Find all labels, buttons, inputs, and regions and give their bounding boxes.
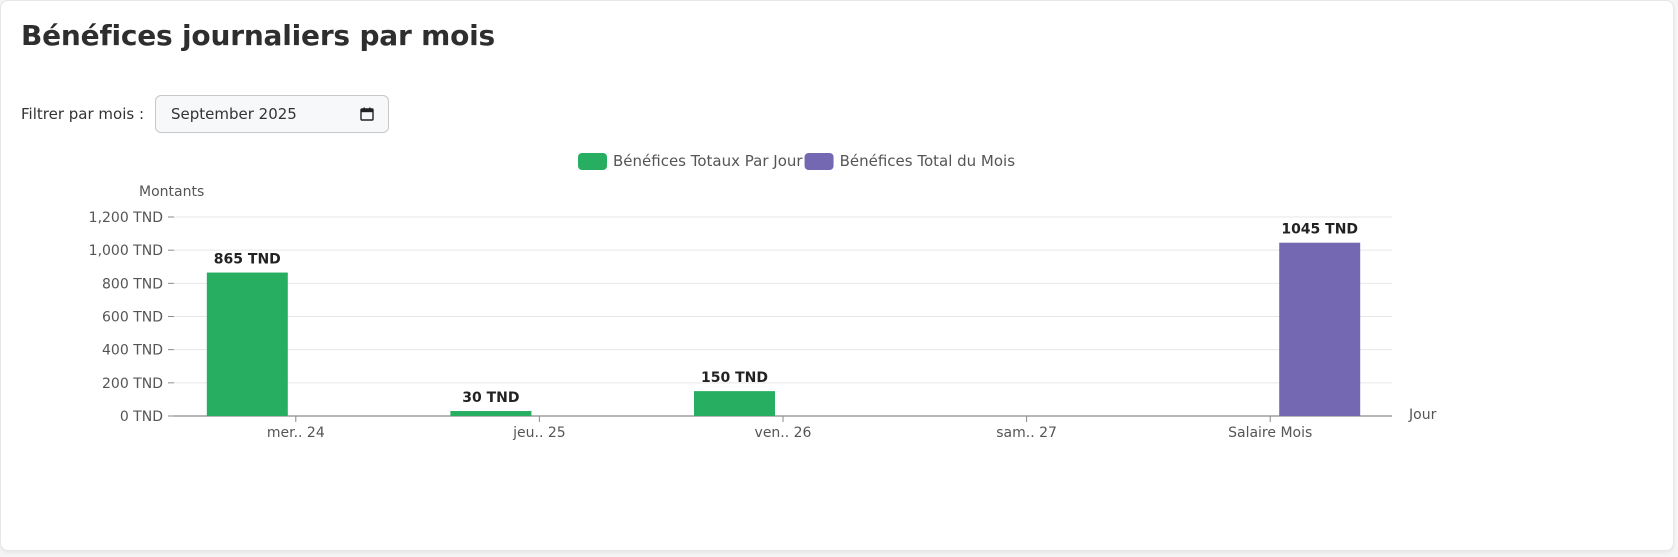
month-input[interactable]: September 2025 (155, 95, 389, 133)
data-label: 1045 TND (1281, 222, 1358, 238)
x-tick-label: Salaire Mois (1228, 425, 1312, 441)
page-title: Bénéfices journaliers par mois (21, 19, 496, 52)
x-tick-label: ven.. 26 (755, 425, 812, 441)
month-input-value: September 2025 (171, 105, 297, 123)
x-tick-label: jeu.. 25 (512, 425, 566, 441)
legend-swatch-1 (578, 153, 607, 170)
x-axis-title: Jour (1408, 407, 1437, 423)
legend-label-1: Bénéfices Totaux Par Jour (613, 152, 803, 170)
bar-daily (450, 411, 532, 416)
bar-daily (694, 391, 775, 416)
y-tick-label: 400 TND (102, 343, 163, 359)
y-tick-label: 800 TND (102, 276, 163, 292)
y-tick-label: 1,000 TND (89, 243, 163, 259)
calendar-icon[interactable] (360, 107, 374, 121)
data-label: 865 TND (214, 252, 281, 268)
month-filter: Filtrer par mois : September 2025 (21, 95, 389, 133)
y-tick-label: 1,200 TND (89, 210, 163, 226)
legend-label-2: Bénéfices Total du Mois (840, 152, 1016, 170)
y-tick-label: 600 TND (102, 310, 163, 326)
bar-chart: Bénéfices Totaux Par Jour Bénéfices Total… (89, 152, 1437, 441)
legend-swatch-2 (804, 153, 834, 170)
x-tick-label: mer.. 24 (267, 425, 325, 441)
data-label: 150 TND (701, 370, 768, 386)
y-axis-title: Montants (139, 184, 204, 200)
bar-monthly (1279, 242, 1361, 416)
bar-daily (206, 272, 288, 416)
data-label: 30 TND (462, 390, 519, 406)
filter-label: Filtrer par mois : (21, 105, 144, 123)
y-tick-label: 200 TND (102, 376, 163, 392)
x-tick-label: sam.. 27 (996, 425, 1057, 441)
y-tick-label: 0 TND (120, 409, 163, 425)
